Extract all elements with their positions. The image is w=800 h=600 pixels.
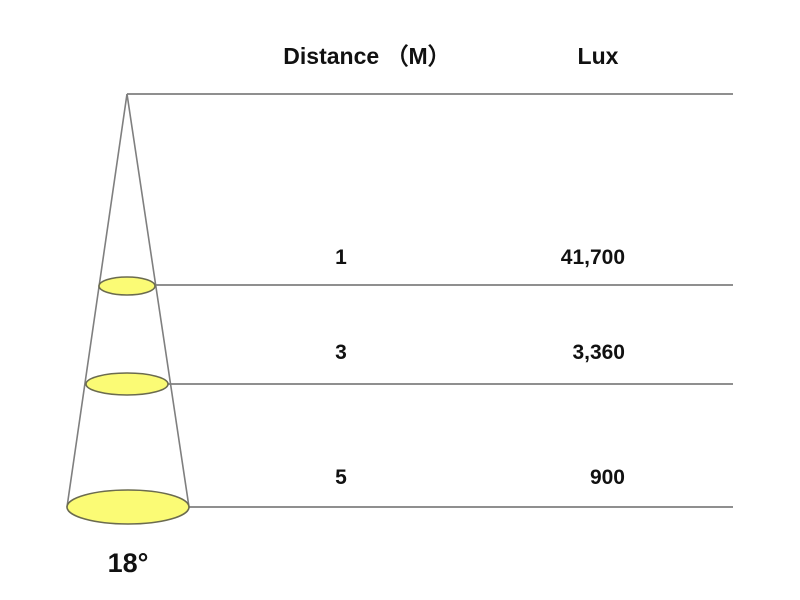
column-header-lux: Lux [577,43,619,69]
lux-value-row3: 900 [589,466,625,489]
lux-value-row2: 3,360 [572,341,625,364]
beam-spot-3m [85,372,169,396]
cone-left-edge [66,93,128,508]
beam-spot-1m [98,276,156,296]
beam-spot-5m [66,489,190,525]
distance-value-row2: 3 [335,341,347,364]
cone-right-edge [126,93,190,508]
beam-angle-label: 18° [107,548,149,578]
distance-value-row1: 1 [335,246,347,269]
lux-value-row1: 41,700 [560,246,625,269]
column-header-distance: Distance （M） [283,43,451,69]
distance-value-row3: 5 [335,466,347,489]
